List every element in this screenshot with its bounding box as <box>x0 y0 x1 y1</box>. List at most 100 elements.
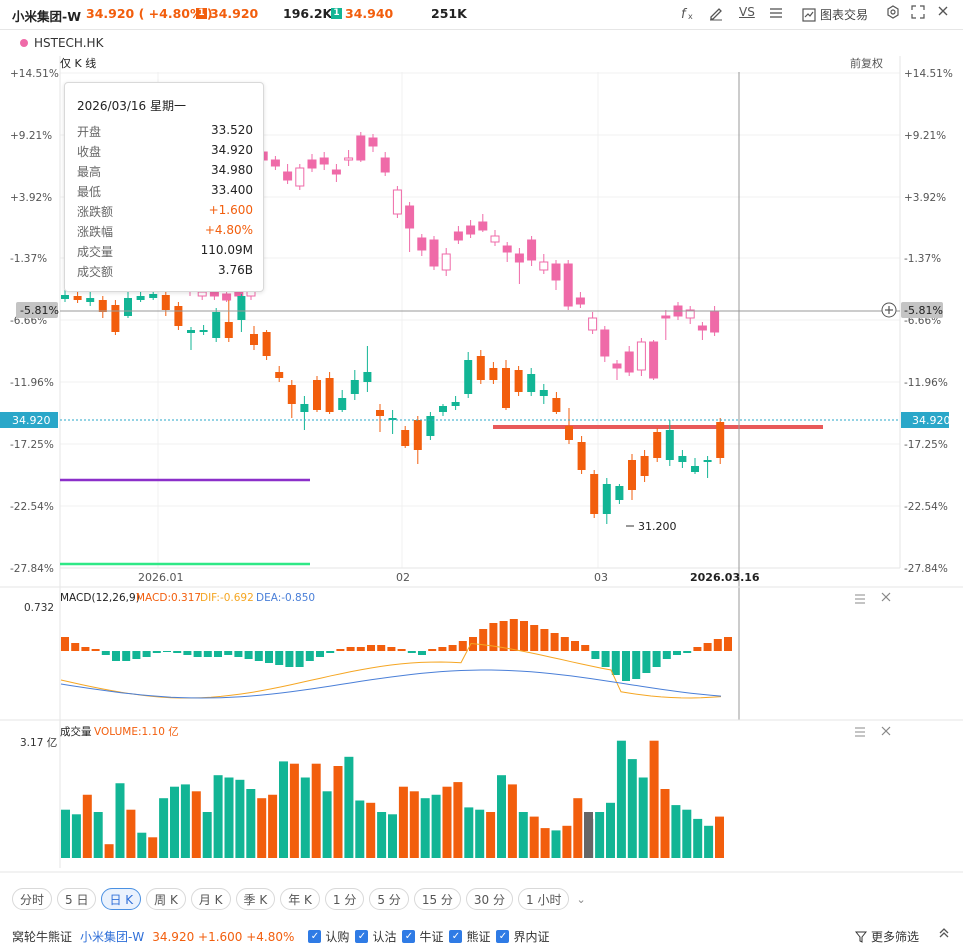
compare-symbol[interactable]: HSTECH.HK <box>20 36 103 50</box>
period-tab[interactable]: 日 K <box>101 888 142 910</box>
warrant-filter-checkbox[interactable]: ✓ 牛证 <box>402 928 443 945</box>
candle-body <box>602 484 611 514</box>
candle-body <box>615 486 624 500</box>
candle-body <box>590 474 599 514</box>
checkbox-check-icon: ✓ <box>496 930 510 943</box>
volume-bar <box>475 809 485 858</box>
kline-only-label: 仅 K 线 <box>60 56 96 70</box>
warrant-filter-checkbox[interactable]: ✓ 熊证 <box>449 928 490 945</box>
volume-title: 成交量 <box>60 725 92 738</box>
macd-bar <box>81 647 90 651</box>
warrant-filter-checkbox[interactable]: ✓ 认购 <box>308 928 349 945</box>
compare-body <box>466 225 476 235</box>
period-tab[interactable]: 1 分 <box>324 888 365 910</box>
period-tab[interactable]: 1 小时 <box>518 888 570 910</box>
candle-body <box>489 368 498 380</box>
compare-body <box>563 263 573 307</box>
volume-bar <box>268 794 278 858</box>
period-tab[interactable]: 5 日 <box>57 888 97 910</box>
macd-bar <box>387 647 396 651</box>
tooltip-value: 34.980 <box>211 163 253 177</box>
candle-body <box>577 442 586 470</box>
compare-body <box>636 341 646 371</box>
volume-settings-icon[interactable] <box>855 727 865 737</box>
chart-trade-button[interactable]: 图表交易 <box>802 6 868 23</box>
volume-bar <box>693 818 703 858</box>
period-more-chevron-icon[interactable]: ⌄ <box>576 892 586 906</box>
candle-body <box>237 296 246 320</box>
period-tab[interactable]: 5 分 <box>369 888 409 910</box>
svg-text:f: f <box>681 7 688 21</box>
compare-body <box>527 239 537 261</box>
macd-bar <box>622 651 630 681</box>
period-tab[interactable]: 分时 <box>12 888 53 910</box>
warrant-stock-name[interactable]: 小米集团-W <box>80 930 145 944</box>
close-icon[interactable] <box>937 5 949 21</box>
kline-chart[interactable]: +14.51%+9.21%+3.92%-1.37%-6.66%-11.96%-1… <box>0 0 963 880</box>
volume-bar <box>93 812 103 858</box>
period-tab[interactable]: 年 K <box>280 888 320 910</box>
collapse-up-icon[interactable] <box>937 926 951 944</box>
x-label-jan: 2026.01 <box>138 571 184 584</box>
period-tab[interactable]: 30 分 <box>465 888 513 910</box>
candle-body <box>413 420 422 450</box>
macd-bar <box>132 651 141 659</box>
volume-bar <box>202 812 212 858</box>
volume-bars <box>61 740 724 858</box>
more-filter-button[interactable]: 更多筛选 <box>854 928 919 945</box>
volume-bar <box>551 830 561 858</box>
price-change: 34.920 ( +4.80% ) <box>86 6 213 21</box>
volume-bar <box>366 802 376 858</box>
compare-body <box>502 245 512 253</box>
compare-body <box>283 171 293 181</box>
period-tab[interactable]: 季 K <box>235 888 276 910</box>
ohlc-tooltip: 2026/03/16 星期一 开盘 33.520 收盘 34.920 最高 34.980 最… <box>64 82 264 292</box>
right-pct-axis: +14.51%+9.21%+3.92%-1.37%-6.66%-11.96%-1… <box>904 68 953 575</box>
volume-close-icon[interactable] <box>881 726 891 736</box>
pencil-icon[interactable] <box>708 5 724 25</box>
list-icon[interactable] <box>768 5 784 25</box>
checkbox-check-icon: ✓ <box>449 930 463 943</box>
period-tab[interactable]: 月 K <box>190 888 231 910</box>
compare-body <box>429 239 439 267</box>
macd-close-icon[interactable] <box>881 592 891 602</box>
macd-bar <box>652 651 661 667</box>
tooltip-row: 成交额 3.76B <box>77 263 253 280</box>
compare-symbol-label: HSTECH.HK <box>34 36 104 50</box>
compare-body <box>661 315 671 319</box>
macd-bar <box>673 651 681 655</box>
macd-bar <box>367 645 375 651</box>
compare-body <box>551 263 561 281</box>
adjust-label[interactable]: 前复权 <box>850 56 883 70</box>
macd-bar <box>234 651 243 657</box>
macd-bar <box>499 621 508 651</box>
crosshair-left-badge <box>16 302 58 318</box>
macd-bar <box>397 649 406 651</box>
warrant-filter-checkbox[interactable]: ✓ 认沽 <box>355 928 396 945</box>
candle-body <box>388 418 397 420</box>
pct-tick-right: +14.51% <box>904 68 953 80</box>
macd-histogram <box>61 619 732 681</box>
volume-bar <box>627 759 637 858</box>
macd-bar <box>591 651 600 659</box>
pct-tick-right: +3.92% <box>904 192 946 204</box>
compare-button[interactable]: VS <box>739 5 755 19</box>
volume-bar <box>420 798 430 858</box>
tooltip-key: 最低 <box>77 185 102 199</box>
tooltip-date: 2026/03/16 星期一 <box>77 99 186 113</box>
expand-icon[interactable] <box>911 5 925 23</box>
gear-icon[interactable] <box>886 5 900 23</box>
warrant-quote: 34.920 +1.600 +4.80% <box>152 929 295 944</box>
warrant-filter-label: 界内证 <box>513 930 550 944</box>
macd-value: MACD:0.317 <box>136 592 201 604</box>
candle-body <box>338 398 347 410</box>
period-tab[interactable]: 周 K <box>146 888 186 910</box>
period-tab[interactable]: 15 分 <box>413 888 461 910</box>
warrant-filter-checkbox[interactable]: ✓ 界内证 <box>496 928 550 945</box>
compare-body <box>331 169 341 175</box>
svg-text:x: x <box>688 12 693 21</box>
candle-body <box>212 312 221 338</box>
macd-settings-icon[interactable] <box>855 594 865 604</box>
volume-bar <box>529 816 539 858</box>
